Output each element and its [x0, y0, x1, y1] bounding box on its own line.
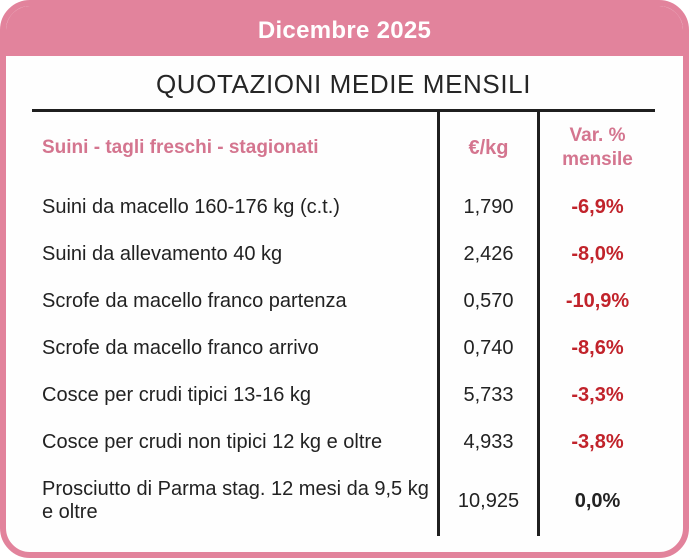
month-label: Dicembre 2025 — [257, 17, 432, 44]
row-variation: -8,0% — [537, 231, 655, 278]
row-price: 0,740 — [437, 325, 537, 372]
column-header-variation-line2: mensile — [562, 149, 633, 170]
row-price: 5,733 — [437, 372, 537, 419]
column-header-price: €/kg — [437, 112, 537, 184]
row-variation: -6,9% — [537, 184, 655, 231]
row-variation: -3,8% — [537, 419, 655, 466]
row-label: Prosciutto di Parma stag. 12 mesi da 9,5… — [42, 478, 429, 523]
month-banner: Dicembre 2025 — [6, 6, 683, 56]
page-title: QUOTAZIONI MEDIE MENSILI — [155, 69, 532, 99]
row-label: Suini da macello 160-176 kg (c.t.) — [42, 196, 340, 218]
quotations-table: Suini - tagli freschi - stagionati €/kg … — [32, 112, 655, 536]
row-price: 4,933 — [437, 419, 537, 466]
column-header-variation: Var. % mensile — [537, 112, 655, 184]
row-price: 2,426 — [437, 231, 537, 278]
row-variation: 0,0% — [537, 466, 655, 536]
row-price: 0,570 — [437, 278, 537, 325]
row-label: Scrofe da macello franco arrivo — [42, 337, 319, 359]
row-price: 1,790 — [437, 184, 537, 231]
row-price: 10,925 — [437, 466, 537, 536]
row-variation: -3,3% — [537, 372, 655, 419]
row-label: Suini da allevamento 40 kg — [42, 243, 283, 265]
column-header-category: Suini - tagli freschi - stagionati — [42, 137, 319, 158]
column-header-variation-line1: Var. % — [569, 125, 626, 147]
row-label: Cosce per crudi non tipici 12 kg e oltre — [42, 431, 383, 453]
row-variation: -8,6% — [537, 325, 655, 372]
table-title-section: QUOTAZIONI MEDIE MENSILI — [32, 56, 655, 112]
row-variation: -10,9% — [537, 278, 655, 325]
row-label: Scrofe da macello franco partenza — [42, 290, 347, 312]
row-label: Cosce per crudi tipici 13-16 kg — [42, 384, 312, 406]
